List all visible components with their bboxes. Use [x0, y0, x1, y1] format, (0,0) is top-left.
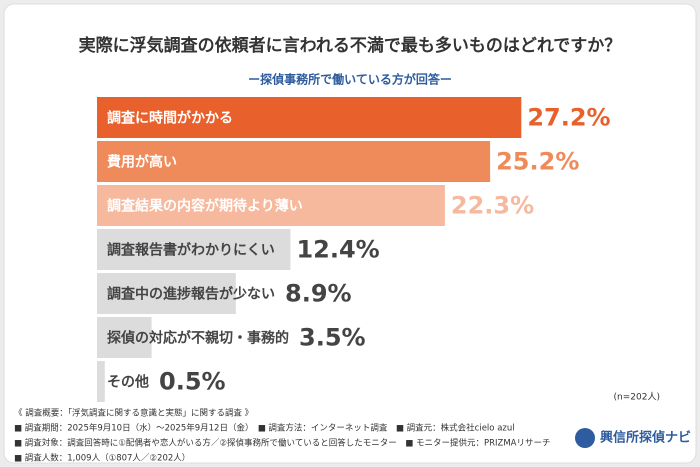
value-label: 25.2%: [496, 148, 579, 176]
bar: [97, 185, 445, 226]
value-label: 12.4%: [296, 236, 379, 264]
category-label: 調査に時間がかかる: [107, 110, 233, 127]
category-label: 費用が高い: [107, 154, 177, 171]
footer-line: ■ 調査対象：調査回答時に①配偶者や恋人がいる方／②探偵事務所で働いていると回答…: [14, 438, 550, 449]
bar: [97, 97, 522, 138]
bar: [97, 361, 105, 402]
logo-text: 興信所探偵ナビ: [600, 430, 691, 446]
logo-icon: [575, 428, 595, 448]
bar: [97, 273, 236, 314]
category-label: 探偵の対応が不親切・事務的: [107, 330, 289, 347]
value-label: 3.5%: [299, 324, 366, 352]
value-label: 27.2%: [527, 104, 610, 132]
bar: [97, 229, 291, 270]
chart-title: 実際に浮気調査の依頼者に言われる不満で最も多いものはどれですか？: [79, 35, 622, 56]
logo: 興信所探偵ナビ: [575, 428, 691, 448]
sample-note: (n=202人): [614, 392, 660, 403]
value-label: 22.3%: [451, 192, 534, 220]
category-label: その他: [107, 374, 149, 391]
footer-line: ■ 調査期間：2025年9月10日（水）～2025年9月12日（金） ■ 調査方…: [14, 423, 515, 434]
value-label: 8.9%: [285, 280, 352, 308]
value-label: 0.5%: [159, 368, 226, 396]
category-label: 調査報告書がわかりにくい: [107, 242, 275, 259]
bar: [97, 317, 152, 358]
category-label: 調査結果の内容が期待より薄い: [107, 198, 303, 215]
bar: [97, 141, 491, 182]
chart-subtitle: ー探偵事務所で働いている方が回答ー: [248, 72, 452, 87]
footer-line: 《 調査概要：「浮気調査に関する意識と実態」に関する調査 》: [14, 408, 253, 419]
footer-line: ■ 調査人数：1,009人（①807人／②202人）: [14, 453, 190, 464]
category-label: 調査中の進捗報告が少ない: [107, 286, 275, 303]
